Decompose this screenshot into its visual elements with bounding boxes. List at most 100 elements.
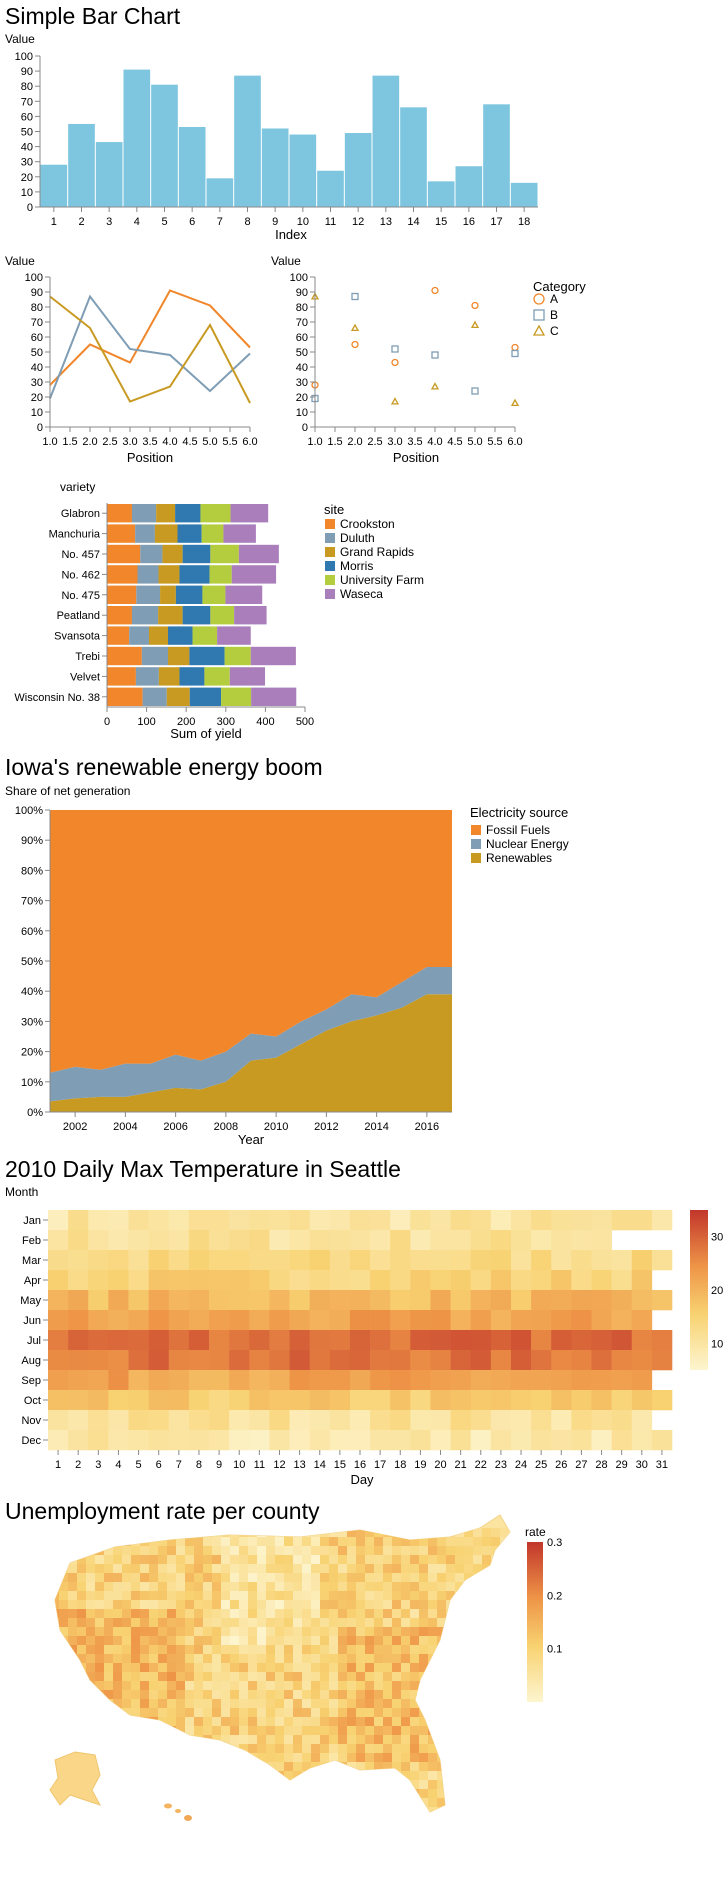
county-patch <box>212 1762 222 1772</box>
county-patch <box>167 1762 177 1772</box>
stacked-segment <box>107 626 130 645</box>
y-tick-label: 30 <box>21 157 33 169</box>
x-tick-label: 16 <box>354 1459 366 1471</box>
county-patch <box>500 1564 510 1574</box>
county-patch <box>212 1717 222 1727</box>
x-tick-label: 10 <box>297 216 309 228</box>
county-patch <box>158 1573 168 1583</box>
county-patch <box>437 1573 447 1583</box>
x-tick-label: 18 <box>394 1459 406 1471</box>
county-patch <box>311 1690 321 1700</box>
county-patch <box>338 1744 348 1754</box>
county-patch <box>185 1636 195 1646</box>
county-patch <box>464 1636 474 1646</box>
county-patch <box>455 1573 465 1583</box>
county-patch <box>212 1780 222 1790</box>
x-tick-label: 16 <box>463 216 475 228</box>
stacked-segment <box>148 626 168 645</box>
county-patch <box>410 1807 420 1812</box>
county-patch <box>257 1654 267 1664</box>
county-patch <box>365 1807 375 1812</box>
county-patch <box>320 1789 330 1799</box>
county-patch <box>302 1717 312 1727</box>
county-patch <box>113 1699 123 1709</box>
county-patch <box>464 1645 474 1655</box>
county-patch <box>149 1690 159 1700</box>
stacked-segment <box>200 504 231 523</box>
county-patch <box>410 1771 420 1781</box>
y-tick-label: 10 <box>296 407 308 419</box>
county-patch <box>392 1645 402 1655</box>
county-patch <box>500 1789 510 1799</box>
county-patch <box>446 1681 456 1691</box>
county-patch <box>149 1726 159 1736</box>
county-patch <box>284 1708 294 1718</box>
stacked-segment <box>230 504 269 523</box>
stacked-segment <box>182 606 211 625</box>
county-patch <box>239 1564 249 1574</box>
heatmap-cell <box>611 1250 633 1271</box>
heatmap-cell <box>128 1370 149 1391</box>
county-patch <box>122 1528 132 1538</box>
county-patch <box>392 1789 402 1799</box>
bar <box>151 84 178 207</box>
simple-bar-chart: Simple Bar Chart Value 01020304050607080… <box>5 3 538 242</box>
county-patch <box>347 1735 357 1745</box>
county-patch <box>293 1582 303 1592</box>
heatmap-cell <box>269 1330 290 1351</box>
legend-symbol <box>532 324 546 336</box>
county-patch <box>230 1771 240 1781</box>
heatmap-cell <box>651 1350 673 1371</box>
county-patch <box>347 1546 357 1556</box>
heatmap-cell <box>188 1250 210 1271</box>
county-patch <box>77 1735 87 1745</box>
county-patch <box>446 1627 456 1637</box>
heatmap-cell <box>450 1250 472 1271</box>
heatmap-cell <box>631 1430 653 1451</box>
county-patch <box>266 1636 276 1646</box>
heatmap-cell <box>410 1310 431 1331</box>
heatmap-cell <box>229 1230 250 1251</box>
county-patch <box>104 1690 114 1700</box>
county-patch <box>248 1618 258 1628</box>
county-patch <box>248 1672 258 1682</box>
county-patch <box>509 1744 510 1754</box>
county-patch <box>437 1654 447 1664</box>
county-patch <box>311 1600 321 1610</box>
legend-swatch <box>471 853 481 863</box>
heatmap-cell <box>168 1250 190 1271</box>
heatmap-cell <box>168 1230 190 1251</box>
county-patch <box>194 1582 204 1592</box>
heatmap-cell <box>68 1270 89 1291</box>
legend-swatch <box>325 547 335 557</box>
county-patch <box>239 1762 249 1772</box>
heatmap-cell <box>229 1250 250 1271</box>
heatmap-cell <box>48 1370 69 1391</box>
county-patch <box>491 1564 501 1574</box>
county-patch <box>410 1780 420 1790</box>
county-patch <box>59 1708 69 1718</box>
county-patch <box>230 1726 240 1736</box>
county-patch <box>140 1627 150 1637</box>
county-patch <box>59 1717 69 1727</box>
county-patch <box>266 1780 276 1790</box>
heatmap-cell <box>390 1410 411 1431</box>
heatmap-cell <box>108 1330 129 1351</box>
county-patch <box>131 1735 141 1745</box>
county-patch <box>167 1528 177 1538</box>
county-patch <box>122 1582 132 1592</box>
county-patch <box>473 1546 483 1556</box>
heatmap-cell <box>651 1250 673 1271</box>
heatmap-cell <box>571 1430 592 1451</box>
county-patch <box>104 1780 114 1790</box>
county-patch <box>482 1537 492 1547</box>
x-tick-label: 5.0 <box>202 436 217 448</box>
heatmap-cell <box>148 1370 170 1391</box>
county-patch <box>455 1762 465 1772</box>
heatmap-cell <box>148 1430 170 1451</box>
county-patch <box>473 1528 483 1538</box>
chart-title: Iowa's renewable energy boom <box>5 754 323 780</box>
county-patch <box>230 1717 240 1727</box>
heatmap-cell <box>470 1270 492 1291</box>
